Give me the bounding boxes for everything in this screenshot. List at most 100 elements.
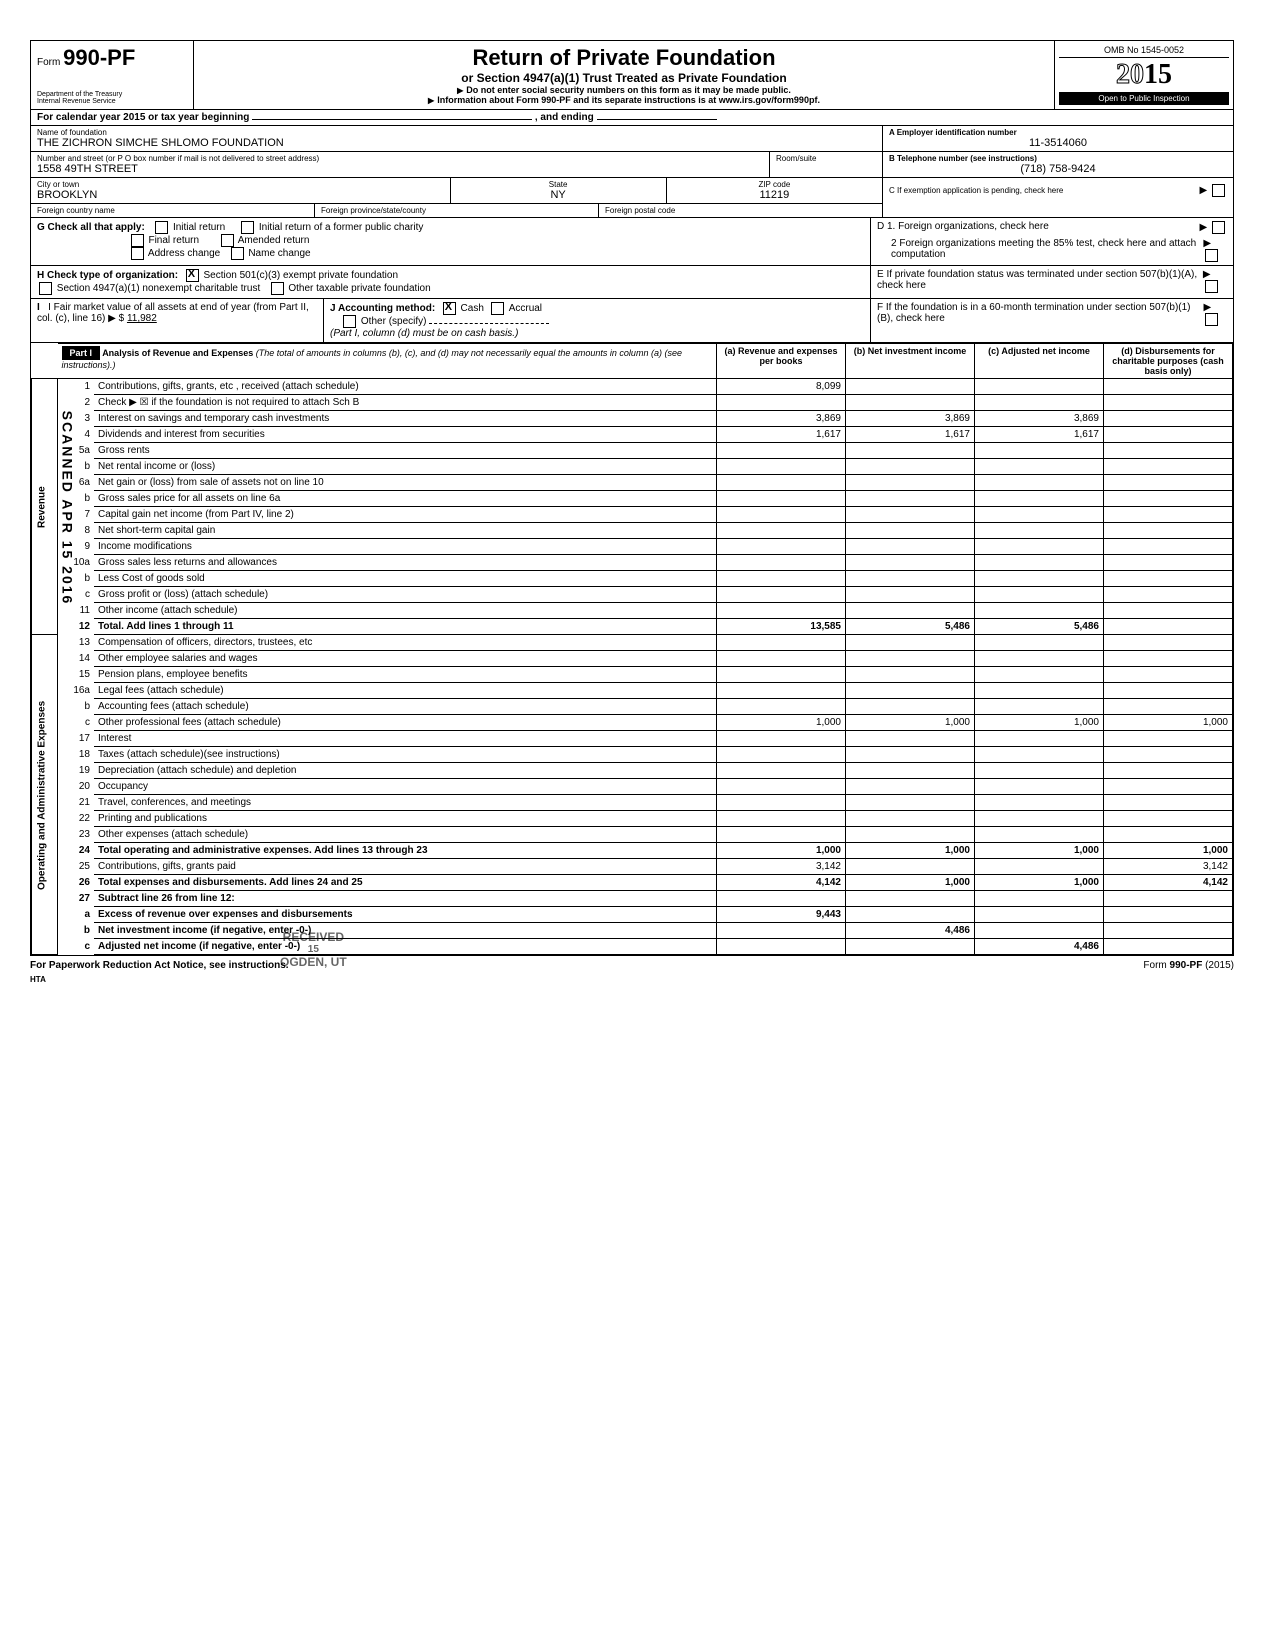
h-4947-checkbox[interactable] xyxy=(39,282,52,295)
amount-cell-c xyxy=(975,443,1104,459)
table-row: 9Income modifications xyxy=(32,539,1233,555)
j-other-checkbox[interactable] xyxy=(343,315,356,328)
amount-cell-a xyxy=(717,747,846,763)
row-description: Taxes (attach schedule)(see instructions… xyxy=(94,747,717,763)
amount-cell-c xyxy=(975,475,1104,491)
form-instruction-2: Information about Form 990-PF and its se… xyxy=(204,95,1044,105)
amount-cell-b xyxy=(846,811,975,827)
amount-cell-d xyxy=(1104,587,1233,603)
form-990pf: Form 990-PF Department of the Treasury I… xyxy=(30,40,1234,956)
row-number: 20 xyxy=(58,779,95,795)
table-row: 21Travel, conferences, and meetings xyxy=(32,795,1233,811)
row-description: Subtract line 26 from line 12: xyxy=(94,891,717,907)
section-g: G Check all that apply: Initial return I… xyxy=(31,218,871,265)
row-number: 23 xyxy=(58,827,95,843)
amount-cell-c xyxy=(975,683,1104,699)
amount-cell-a: 1,617 xyxy=(717,427,846,443)
amended-return-checkbox[interactable] xyxy=(221,234,234,247)
amount-cell-a xyxy=(717,827,846,843)
col-b-header: (b) Net investment income xyxy=(846,344,975,379)
foundation-address: 1558 49TH STREET xyxy=(37,163,763,175)
amount-cell-d xyxy=(1104,523,1233,539)
amount-cell-d xyxy=(1104,747,1233,763)
table-row: 18Taxes (attach schedule)(see instructio… xyxy=(32,747,1233,763)
row-description: Capital gain net income (from Part IV, l… xyxy=(94,507,717,523)
c-checkbox[interactable] xyxy=(1212,184,1225,197)
row-description: Adjusted net income (if negative, enter … xyxy=(94,939,717,955)
d1-checkbox[interactable] xyxy=(1212,221,1225,234)
amount-cell-b xyxy=(846,395,975,411)
table-row: bLess Cost of goods sold xyxy=(32,571,1233,587)
address-change-checkbox[interactable] xyxy=(131,247,144,260)
row-number: 19 xyxy=(58,763,95,779)
col-d-header: (d) Disbursements for charitable purpose… xyxy=(1104,344,1233,379)
table-row: 15Pension plans, employee benefits xyxy=(32,667,1233,683)
amount-cell-a: 3,142 xyxy=(717,859,846,875)
table-row: 5aGross rents xyxy=(32,443,1233,459)
amount-cell-b: 5,486 xyxy=(846,619,975,635)
amount-cell-c xyxy=(975,731,1104,747)
amount-cell-b xyxy=(846,651,975,667)
table-row: 7Capital gain net income (from Part IV, … xyxy=(32,507,1233,523)
initial-return-checkbox[interactable] xyxy=(155,221,168,234)
j-cash-checkbox[interactable] xyxy=(443,302,456,315)
calendar-year-row: For calendar year 2015 or tax year begin… xyxy=(31,110,1233,126)
amount-cell-a xyxy=(717,667,846,683)
table-row: cGross profit or (loss) (attach schedule… xyxy=(32,587,1233,603)
section-d: D 1. Foreign organizations, check here ▶… xyxy=(871,218,1233,265)
row-number: b xyxy=(58,923,95,939)
table-row: cAdjusted net income (if negative, enter… xyxy=(32,939,1233,955)
section-f: F If the foundation is in a 60-month ter… xyxy=(871,299,1233,342)
row-description: Legal fees (attach schedule) xyxy=(94,683,717,699)
row-description: Less Cost of goods sold xyxy=(94,571,717,587)
table-row: aExcess of revenue over expenses and dis… xyxy=(32,907,1233,923)
amount-cell-c: 4,486 xyxy=(975,939,1104,955)
table-row: 11Other income (attach schedule) xyxy=(32,603,1233,619)
row-description: Total. Add lines 1 through 11 xyxy=(94,619,717,635)
row-description: Total expenses and disbursements. Add li… xyxy=(94,875,717,891)
row-description: Contributions, gifts, grants paid xyxy=(94,859,717,875)
amount-cell-a xyxy=(717,491,846,507)
header-title-box: Return of Private Foundation or Section … xyxy=(194,41,1055,109)
paperwork-notice: For Paperwork Reduction Act Notice, see … xyxy=(30,960,289,971)
amount-cell-d xyxy=(1104,395,1233,411)
form-footer: For Paperwork Reduction Act Notice, see … xyxy=(30,956,1234,975)
final-return-checkbox[interactable] xyxy=(131,234,144,247)
amount-cell-c: 1,000 xyxy=(975,875,1104,891)
h-other-checkbox[interactable] xyxy=(271,282,284,295)
amount-cell-c xyxy=(975,667,1104,683)
form-ref: Form 990-PF (2015) xyxy=(1143,960,1234,971)
amount-cell-a xyxy=(717,571,846,587)
d2-checkbox[interactable] xyxy=(1205,249,1218,262)
amount-cell-c xyxy=(975,459,1104,475)
row-description: Interest on savings and temporary cash i… xyxy=(94,411,717,427)
initial-former-checkbox[interactable] xyxy=(241,221,254,234)
name-change-checkbox[interactable] xyxy=(231,247,244,260)
amount-cell-a: 1,000 xyxy=(717,843,846,859)
amount-cell-b: 1,000 xyxy=(846,875,975,891)
omb-number: OMB No 1545-0052 xyxy=(1059,45,1229,58)
amount-cell-d xyxy=(1104,635,1233,651)
h-501c3-checkbox[interactable] xyxy=(186,269,199,282)
row-number: 13 xyxy=(58,635,95,651)
amount-cell-a xyxy=(717,939,846,955)
amount-cell-a xyxy=(717,523,846,539)
irs-label: Internal Revenue Service xyxy=(37,98,187,105)
amount-cell-a xyxy=(717,475,846,491)
amount-cell-a xyxy=(717,731,846,747)
amount-cell-c xyxy=(975,507,1104,523)
e-checkbox[interactable] xyxy=(1205,280,1218,293)
foundation-zip: 11219 xyxy=(673,189,876,201)
amount-cell-c xyxy=(975,635,1104,651)
amount-cell-a xyxy=(717,443,846,459)
table-row: Operating and Administrative Expenses13C… xyxy=(32,635,1233,651)
amount-cell-d xyxy=(1104,651,1233,667)
amount-cell-b xyxy=(846,379,975,395)
amount-cell-b xyxy=(846,667,975,683)
amount-cell-b xyxy=(846,731,975,747)
j-accrual-checkbox[interactable] xyxy=(491,302,504,315)
tax-year: 2015 xyxy=(1059,59,1229,91)
table-row: 22Printing and publications xyxy=(32,811,1233,827)
f-checkbox[interactable] xyxy=(1205,313,1218,326)
row-description: Check ▶ ☒ if the foundation is not requi… xyxy=(94,395,717,411)
